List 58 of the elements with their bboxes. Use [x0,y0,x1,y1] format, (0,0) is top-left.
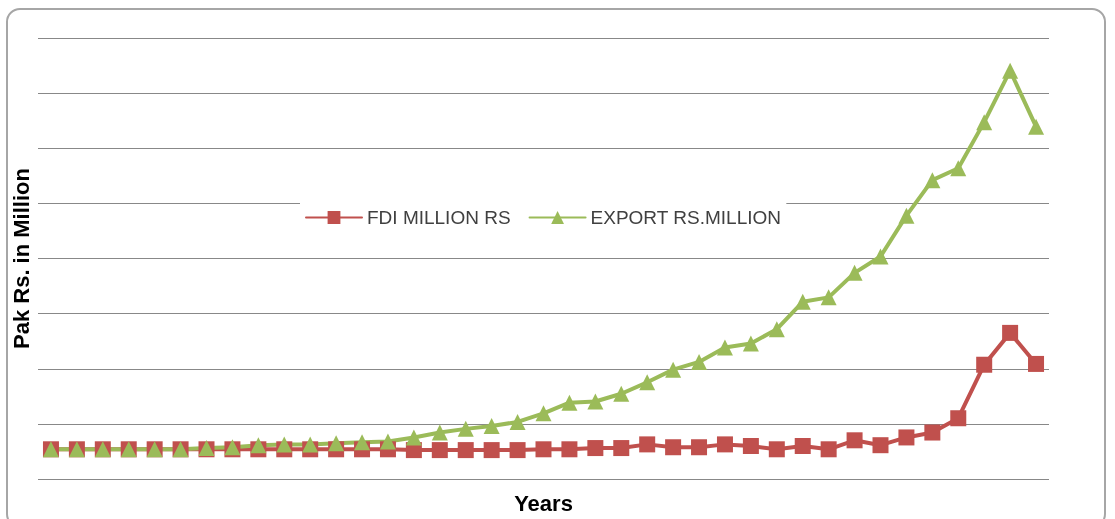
point [457,442,474,459]
point [820,441,837,458]
point [691,439,708,456]
point [924,172,941,189]
point [509,442,526,459]
point [250,437,267,454]
point [587,440,604,457]
point [354,434,371,451]
point [1002,62,1019,79]
point [846,432,863,449]
point [768,441,785,458]
point [587,393,604,410]
point [716,339,733,356]
point [561,441,578,458]
point [535,441,552,458]
point [742,335,759,352]
x-axis-title: Years [514,490,573,516]
point [561,394,578,411]
point [613,385,630,402]
point [276,436,293,453]
y-axis-title: Pak Rs. in Million [8,168,34,350]
point [1002,324,1019,341]
point [509,413,526,430]
point [665,361,682,378]
point [613,440,630,457]
point [898,207,915,224]
legend-label: EXPORT RS.MILLION [590,207,781,228]
point [379,433,396,450]
point [950,410,967,427]
point [535,405,552,422]
point [457,420,474,437]
point [483,418,500,434]
point [794,293,811,310]
point [872,437,889,454]
point [768,321,785,338]
point [742,438,759,455]
point [716,436,733,453]
point [950,160,967,177]
point [820,289,837,306]
point [639,374,656,391]
point [1028,118,1045,135]
point [405,429,422,446]
point [483,442,500,459]
point [872,248,889,265]
point [794,438,811,455]
point [1028,355,1045,372]
point [665,439,682,456]
point [898,429,915,446]
point [431,442,448,459]
point [302,436,319,453]
point [976,356,993,373]
legend-label: FDI MILLION RS [367,207,511,228]
point [976,114,993,131]
point [328,435,345,452]
point [691,353,708,370]
point [431,424,448,441]
point [639,436,656,453]
point [924,424,941,441]
